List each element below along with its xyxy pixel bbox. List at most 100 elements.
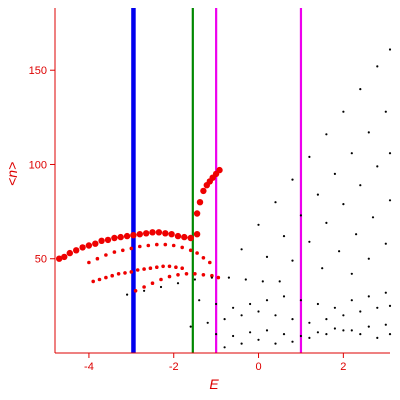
data-point [384,242,387,245]
data-point [359,333,362,336]
data-point [388,48,392,51]
data-point [359,310,362,313]
data-point [196,199,204,206]
data-point [210,273,214,278]
data-point [325,318,328,321]
data-point [274,201,277,204]
series-3 [91,264,184,284]
data-point [367,257,370,260]
data-point [149,229,156,236]
data-point [240,342,243,345]
data-point [193,278,196,281]
data-point [193,210,201,217]
data-point [338,250,341,253]
data-point [155,229,163,236]
data-point [121,248,125,253]
data-point [162,230,169,237]
data-point [193,231,201,238]
data-point [116,272,121,276]
data-point [198,299,201,302]
data-point [333,172,336,175]
data-point [299,214,302,217]
data-point [278,280,281,283]
data-point [163,242,168,247]
data-point [136,231,143,238]
data-point [129,246,134,251]
data-point [174,232,182,240]
data-point [257,310,260,313]
x-tick-label: 0 [255,361,261,373]
series-15 [223,329,392,349]
series-9 [321,199,392,270]
data-point [112,250,117,254]
x-axis-title: E [209,376,219,392]
data-point [274,314,277,317]
data-point [342,110,345,113]
data-point [333,327,336,330]
data-point [325,333,328,336]
data-point [308,336,311,339]
data-point [155,265,159,270]
data-point [188,248,193,253]
data-point [232,334,235,338]
data-point [184,272,189,276]
data-point [171,243,176,248]
data-point [174,265,178,270]
data-point [143,230,150,237]
data-point [367,295,370,298]
data-point [61,253,68,261]
data-point [176,273,180,277]
y-axis-title: <n> [4,162,20,186]
data-point [333,306,336,309]
data-points [56,48,392,349]
data-point [282,295,286,298]
data-point [167,274,172,279]
data-point [359,88,362,91]
data-point [146,243,151,248]
series-8 [291,152,392,262]
ticks: -4 -2 0 2 50 100 150 [29,65,347,373]
y-tick-label: 50 [35,254,47,266]
y-tick-label: 100 [29,159,47,171]
data-point [168,231,175,238]
series-11 [126,276,281,296]
data-point [181,233,188,241]
data-point [359,184,362,187]
data-point [371,216,375,219]
data-point [200,187,207,195]
data-point [201,255,206,260]
data-point [384,323,387,326]
data-point [265,255,269,258]
data-point [117,233,124,241]
data-point [367,131,370,134]
data-point [223,346,226,349]
data-point [257,223,260,226]
data-point [138,244,142,249]
data-point [384,110,387,113]
data-point [135,268,140,272]
axes [54,8,390,354]
series-5 [193,166,223,217]
data-point [187,234,194,242]
data-point [384,291,387,294]
series-13 [198,291,387,309]
data-point [142,267,146,271]
data-point [367,325,370,328]
data-point [104,253,108,257]
data-point [180,245,184,250]
data-point [201,273,206,277]
data-point [176,282,180,285]
data-point [291,259,294,262]
y-tick-label: 150 [29,65,47,77]
data-point [223,318,226,321]
data-point [66,249,74,257]
data-point [73,247,80,254]
data-point [308,321,311,324]
data-point [110,273,114,278]
data-point [95,256,100,261]
data-point [150,281,155,286]
series-2 [87,242,212,265]
data-point [123,271,127,275]
series-1 [56,229,201,262]
